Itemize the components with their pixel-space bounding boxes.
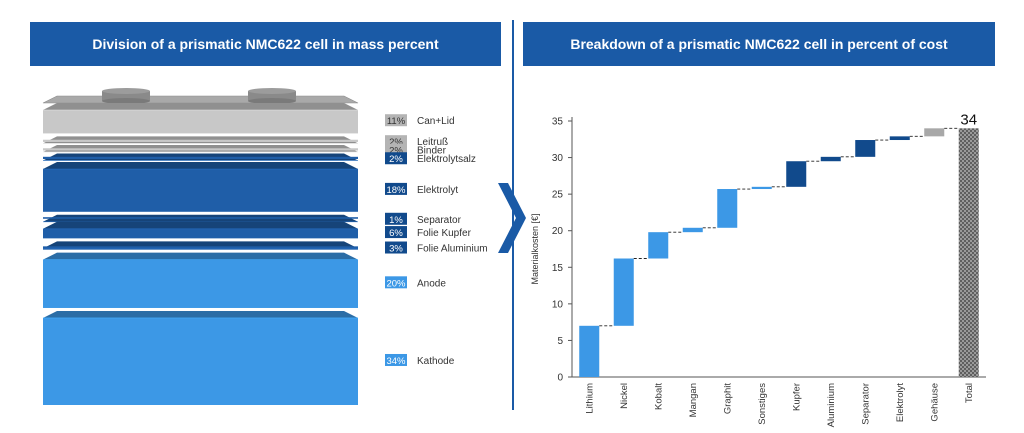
terminal-2	[248, 88, 296, 104]
cell-layer-name: Elektrolyt	[417, 185, 458, 196]
cell-layer-name: Leitruß	[417, 137, 448, 148]
cell-lid	[42, 95, 359, 104]
bar-total	[958, 128, 979, 377]
cell-layer-label-5: 1% Separator	[385, 212, 462, 226]
bar-elektrolyt	[889, 136, 910, 141]
waterfall-chart: 0 5 10 15 20 25 30 35 Materialkosten [€] Lithium N…	[530, 111, 986, 427]
cell-layer-7	[43, 241, 358, 250]
left-chart-title: Division of a prismatic NMC622 cell in m…	[30, 22, 501, 66]
cell-layer-percent: 2%	[389, 154, 403, 165]
bar-kupfer	[786, 161, 807, 187]
cell-layer-name: Separator	[417, 215, 462, 226]
bar-lithium	[579, 325, 600, 377]
cell-layer-name: Anode	[417, 278, 446, 289]
cell-layer-label-7: 3% Folie Aluminium	[385, 241, 488, 255]
y-tick-label: 10	[552, 299, 564, 310]
right-chevron-arrow-icon	[498, 183, 526, 253]
cell-layer-percent: 1%	[389, 215, 403, 226]
right-chart-title: Breakdown of a prismatic NMC622 cell in …	[523, 22, 995, 66]
cell-layer-1	[43, 136, 358, 144]
cell-layer-0	[43, 103, 358, 134]
cell-layer-percent: 3%	[389, 244, 403, 255]
cell-layer-label-4: 18% Elektrolyt	[385, 182, 458, 196]
bar-sonstiges	[751, 186, 772, 190]
cell-layer-label-9: 34% Kathode	[385, 353, 455, 367]
cell-layer-label-8: 20% Anode	[385, 276, 446, 289]
cell-layer-5	[43, 214, 358, 223]
cell-layer-8	[43, 252, 358, 308]
cell-layer-name: Folie Kupfer	[417, 228, 472, 239]
x-tick-label: Graphit	[722, 383, 733, 415]
y-tick-label: 0	[557, 373, 563, 384]
bar-kobalt	[648, 232, 669, 259]
cell-layer-name: Binder	[417, 146, 447, 157]
x-tick-label: Lithium	[584, 383, 595, 414]
cell-layer-label-0: 11% Can+Lid	[385, 114, 455, 127]
cell-layer-4	[43, 162, 358, 212]
cell-layer-percent: 6%	[389, 228, 403, 239]
y-tick-label: 35	[552, 117, 564, 128]
cell-layer-percent: 20%	[386, 278, 406, 289]
y-tick-label: 25	[552, 190, 564, 201]
bar-separator	[855, 140, 876, 157]
x-tick-label: Aluminium	[826, 383, 837, 427]
cell-layer-2	[43, 144, 358, 153]
x-tick-label: Elektrolyt	[895, 383, 906, 422]
x-tick-label: Separator	[860, 383, 871, 425]
y-axis-title: Materialkosten [€]	[530, 213, 540, 284]
x-tick-label: Gehäuse	[929, 383, 940, 422]
cell-layer-percent: 11%	[387, 116, 406, 127]
cell-layer-percent: 18%	[386, 185, 406, 196]
x-tick-label: Sonstiges	[757, 383, 768, 425]
cell-layer-name: Kathode	[417, 356, 455, 367]
cell-layer-6	[43, 221, 358, 239]
cell-layer-percent: 34%	[386, 356, 406, 367]
cell-layer-name: Folie Aluminium	[417, 244, 488, 255]
bar-mangan	[682, 227, 703, 233]
cell-layer-diagram: 11% Can+Lid 2% Leitruß 2% Binder 2% Elektrolyts…	[42, 88, 488, 405]
bar-aluminium	[820, 156, 841, 162]
bar-gehäuse	[924, 128, 945, 137]
bar-graphit	[717, 189, 738, 228]
cell-layer-3	[43, 153, 358, 161]
x-tick-label: Kupfer	[791, 383, 802, 411]
cell-layer-name: Elektrolytsalz	[417, 154, 476, 165]
y-tick-label: 15	[552, 263, 564, 274]
cell-layer-name: Can+Lid	[417, 116, 455, 127]
cell-layer-label-3: 2% Elektrolytsalz	[385, 152, 476, 165]
bar-nickel	[613, 258, 634, 326]
y-tick-label: 5	[557, 336, 563, 347]
panel-divider	[512, 20, 514, 410]
cell-layer-label-6: 6% Folie Kupfer	[385, 226, 472, 239]
terminal-1	[102, 88, 150, 104]
cell-layer-percent: 2%	[389, 137, 403, 148]
y-tick-label: 20	[552, 226, 564, 237]
cell-layer-percent: 2%	[389, 146, 403, 157]
x-tick-label: Nickel	[619, 383, 630, 409]
x-tick-label: Kobalt	[653, 383, 664, 410]
y-tick-label: 30	[552, 153, 564, 164]
x-tick-label: Mangan	[688, 383, 699, 417]
cell-layer-9	[43, 310, 358, 405]
x-tick-label: Total	[964, 383, 975, 403]
total-value-label: 34	[960, 111, 977, 128]
